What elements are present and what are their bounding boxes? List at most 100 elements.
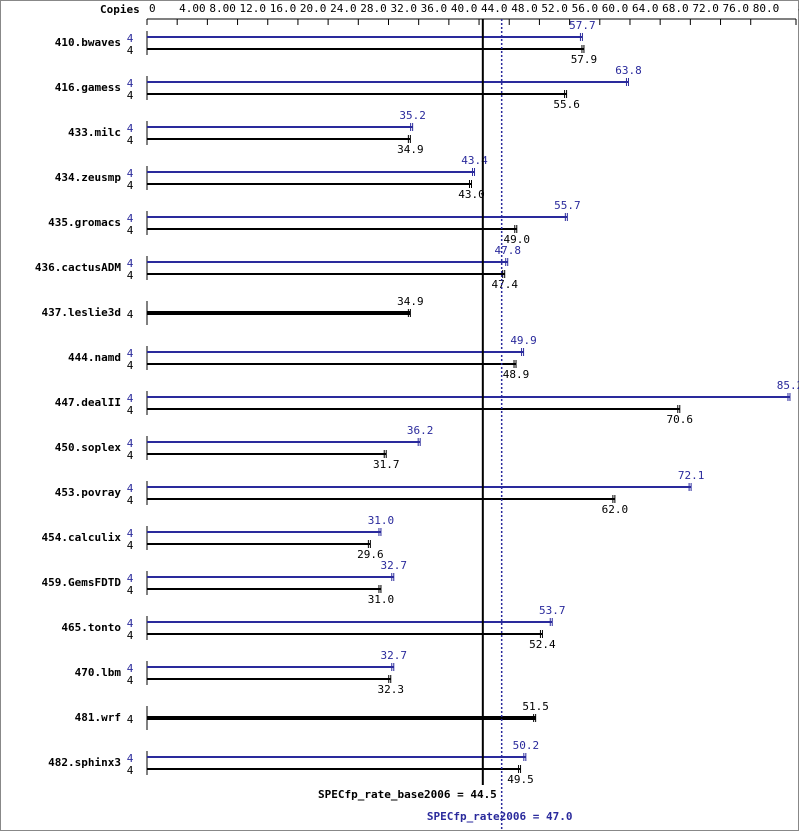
x-tick-label: 16.0 — [270, 2, 297, 15]
copies: 4 — [127, 392, 134, 405]
value-label: 50.2 — [513, 739, 540, 752]
x-tick-label: 56.0 — [572, 2, 599, 15]
x-tick-label: 0 — [149, 2, 156, 15]
benchmark-name: 416.gamess — [55, 81, 121, 94]
value-label: 55.7 — [554, 199, 581, 212]
benchmark-name: 465.tonto — [61, 621, 121, 634]
copies: 4 — [127, 134, 134, 147]
value-label: 51.5 — [522, 700, 549, 713]
copies: 4 — [127, 449, 134, 462]
benchmark-name: 454.calculix — [42, 531, 122, 544]
x-tick-label: 76.0 — [723, 2, 750, 15]
copies: 4 — [127, 662, 134, 675]
benchmark-name: 481.wrf — [75, 711, 121, 724]
value-label: 47.4 — [491, 278, 518, 291]
benchmark-name: 459.GemsFDTD — [42, 576, 122, 589]
copies: 4 — [127, 224, 134, 237]
copies: 4 — [127, 269, 134, 282]
copies: 4 — [127, 179, 134, 192]
benchmark-name: 436.cactusADM — [35, 261, 121, 274]
x-tick-label: 28.0 — [360, 2, 387, 15]
value-label: 43.0 — [458, 188, 485, 201]
copies: 4 — [127, 437, 134, 450]
value-label: 34.9 — [397, 295, 424, 308]
copies: 4 — [127, 32, 134, 45]
benchmark-name: 450.soplex — [55, 441, 122, 454]
copies: 4 — [127, 482, 134, 495]
value-label: 35.2 — [399, 109, 426, 122]
value-label: 34.9 — [397, 143, 424, 156]
copies: 4 — [127, 404, 134, 417]
copies: 4 — [127, 212, 134, 225]
value-label: 47.8 — [494, 244, 521, 257]
value-label: 31.7 — [373, 458, 400, 471]
x-tick-label: 20.0 — [300, 2, 327, 15]
x-tick-label: 32.0 — [390, 2, 417, 15]
value-label: 53.7 — [539, 604, 566, 617]
x-tick-label: 12.0 — [240, 2, 267, 15]
copies: 4 — [127, 44, 134, 57]
value-label: 70.6 — [667, 413, 694, 426]
value-label: 31.0 — [368, 514, 395, 527]
x-tick-label: 60.0 — [602, 2, 629, 15]
value-label: 62.0 — [602, 503, 629, 516]
value-label: 36.2 — [407, 424, 434, 437]
value-label: 49.5 — [507, 773, 534, 786]
x-tick-label: 40.0 — [451, 2, 478, 15]
benchmark-name: 434.zeusmp — [55, 171, 122, 184]
benchmark-name: 447.dealII — [55, 396, 121, 409]
copies: 4 — [127, 764, 134, 777]
x-tick-label: 52.0 — [541, 2, 568, 15]
reference-label: SPECfp_rate2006 = 47.0 — [427, 810, 573, 823]
copies: 4 — [127, 494, 134, 507]
copies: 4 — [127, 629, 134, 642]
benchmark-name: 437.leslie3d — [42, 306, 121, 319]
axis-title: Copies — [100, 3, 140, 16]
x-tick-label: 24.0 — [330, 2, 357, 15]
value-label: 32.7 — [381, 559, 408, 572]
reference-label: SPECfp_rate_base2006 = 44.5 — [318, 788, 497, 801]
copies: 4 — [127, 527, 134, 540]
copies: 4 — [127, 77, 134, 90]
copies: 4 — [127, 584, 134, 597]
copies: 4 — [127, 674, 134, 687]
value-label: 55.6 — [553, 98, 580, 111]
benchmark-name: 470.lbm — [75, 666, 122, 679]
copies: 4 — [127, 617, 134, 630]
x-tick-label: 64.0 — [632, 2, 659, 15]
copies: 4 — [127, 89, 134, 102]
value-label: 49.0 — [504, 233, 531, 246]
x-tick-label: 72.0 — [692, 2, 719, 15]
copies: 4 — [127, 167, 134, 180]
value-label: 85.2 — [777, 379, 799, 392]
benchmark-name: 453.povray — [55, 486, 122, 499]
copies: 4 — [127, 308, 134, 321]
x-tick-label: 48.0 — [511, 2, 538, 15]
value-label: 72.1 — [678, 469, 705, 482]
value-label: 32.3 — [378, 683, 405, 696]
value-label: 29.6 — [357, 548, 384, 561]
value-label: 57.9 — [571, 53, 598, 66]
value-label: 43.4 — [461, 154, 488, 167]
copies: 4 — [127, 257, 134, 270]
value-label: 57.7 — [569, 19, 596, 32]
x-tick-label: 44.0 — [481, 2, 508, 15]
copies: 4 — [127, 122, 134, 135]
benchmark-name: 444.namd — [68, 351, 121, 364]
copies: 4 — [127, 539, 134, 552]
x-tick-label: 36.0 — [421, 2, 448, 15]
value-label: 49.9 — [510, 334, 537, 347]
benchmark-name: 433.milc — [68, 126, 121, 139]
x-tick-label: 8.00 — [209, 2, 236, 15]
value-label: 48.9 — [503, 368, 530, 381]
copies: 4 — [127, 752, 134, 765]
value-label: 32.7 — [381, 649, 408, 662]
copies: 4 — [127, 359, 134, 372]
x-tick-label: 4.00 — [179, 2, 206, 15]
value-label: 31.0 — [368, 593, 395, 606]
value-label: 52.4 — [529, 638, 556, 651]
copies: 4 — [127, 347, 134, 360]
copies: 4 — [127, 572, 134, 585]
